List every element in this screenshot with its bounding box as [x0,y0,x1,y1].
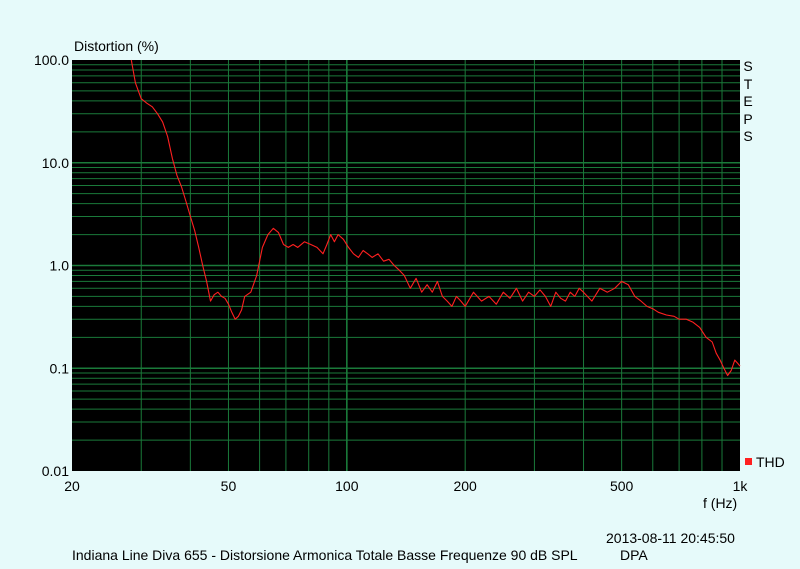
x-tick-label: 1k [733,478,749,494]
series-layer [130,59,741,377]
steps-letter: S [743,58,753,74]
chart-caption: Indiana Line Diva 655 - Distorsione Armo… [72,547,578,563]
y-tick-label: 100.0 [34,52,69,68]
y-axis-title: Distortion (%) [74,38,159,54]
y-axis-ticks: 100.0 10.0 1.0 0.1 0.01 [34,52,69,479]
steps-letter: S [743,128,753,144]
y-tick-label: 0.01 [42,463,69,479]
y-tick-label: 0.1 [50,360,70,376]
series-line-thd [130,59,741,377]
y-tick-label: 1.0 [50,258,70,274]
source-label: DPA [620,547,648,563]
steps-letter: E [743,93,753,109]
x-axis-title: f (Hz) [703,495,738,511]
x-tick-label: 20 [64,478,80,494]
steps-letter: P [743,110,753,127]
y-tick-label: 10.0 [42,155,69,171]
timestamp: 2013-08-11 20:45:50 [606,530,735,546]
major-grid [72,60,740,471]
x-tick-label: 500 [610,478,634,494]
x-tick-label: 50 [221,478,237,494]
x-tick-label: 200 [453,478,477,494]
steps-letter: T [743,75,753,92]
legend-swatch-thd [745,458,752,465]
x-axis-ticks: 20 50 100 200 500 1k [64,478,748,494]
x-tick-label: 100 [335,478,359,494]
legend-label-thd: THD [756,454,785,470]
